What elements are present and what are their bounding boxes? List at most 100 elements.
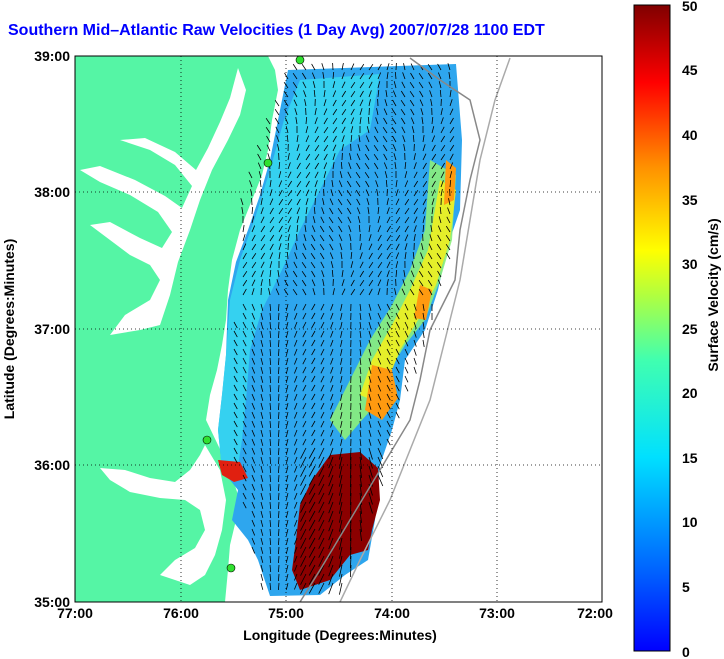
velocity-arrow bbox=[437, 63, 442, 71]
velocity-arrow bbox=[449, 135, 455, 143]
velocity-arrow bbox=[305, 126, 309, 134]
velocity-arrow bbox=[260, 393, 264, 401]
velocity-arrow bbox=[409, 99, 415, 107]
velocity-arrow bbox=[312, 288, 316, 296]
velocity-arrow bbox=[294, 375, 298, 383]
velocity-arrow bbox=[368, 225, 371, 233]
velocity-arrow bbox=[242, 438, 247, 446]
velocity-arrow bbox=[328, 234, 334, 242]
velocity-arrow bbox=[332, 99, 337, 107]
velocity-arrow bbox=[359, 72, 365, 80]
velocity-arrow bbox=[437, 234, 442, 242]
velocity-arrow bbox=[278, 207, 284, 215]
velocity-arrow bbox=[269, 348, 272, 357]
velocity-arrow bbox=[260, 483, 264, 491]
velocity-arrow bbox=[233, 321, 238, 329]
velocity-arrow bbox=[328, 573, 334, 586]
velocity-arrow bbox=[368, 270, 374, 278]
velocity-arrow bbox=[294, 339, 298, 347]
velocity-arrow bbox=[377, 330, 382, 338]
velocity-arrow bbox=[350, 134, 353, 143]
velocity-arrow bbox=[368, 312, 372, 320]
velocity-arrow bbox=[294, 555, 298, 563]
velocity-arrow bbox=[368, 321, 372, 329]
velocity-arrow bbox=[269, 420, 272, 429]
velocity-arrow bbox=[311, 429, 316, 437]
velocity-arrow bbox=[278, 348, 280, 357]
velocity-arrow bbox=[320, 303, 325, 311]
velocity-arrow bbox=[294, 564, 298, 572]
velocity-arrow bbox=[287, 234, 290, 242]
velocity-arrow bbox=[302, 393, 307, 401]
velocity-arrow bbox=[340, 321, 343, 329]
velocity-arrow bbox=[296, 207, 301, 215]
velocity-arrow bbox=[251, 279, 256, 287]
velocity-arrow bbox=[257, 162, 262, 170]
velocity-arrow bbox=[364, 153, 370, 161]
velocity-arrow bbox=[404, 375, 409, 383]
velocity-arrow bbox=[332, 144, 337, 152]
velocity-arrow bbox=[386, 270, 390, 278]
velocity-arrow bbox=[314, 117, 318, 125]
velocity-arrow bbox=[285, 564, 289, 572]
x-axis-label: Longitude (Degrees:Minutes) bbox=[243, 627, 437, 643]
velocity-arrow bbox=[242, 384, 247, 392]
velocity-arrow bbox=[391, 117, 397, 125]
velocity-arrow bbox=[308, 447, 316, 459]
velocity-arrow bbox=[340, 375, 343, 383]
velocity-arrow bbox=[302, 288, 307, 296]
velocity-arrow bbox=[359, 303, 362, 311]
velocity-arrow bbox=[386, 420, 391, 428]
velocity-arrow bbox=[302, 339, 307, 347]
velocity-arrow bbox=[332, 162, 335, 170]
velocity-arrow bbox=[292, 288, 298, 296]
velocity-arrow bbox=[278, 198, 284, 206]
velocity-arrow bbox=[359, 447, 362, 460]
velocity-arrow bbox=[323, 171, 327, 179]
colorbar-tick-label: 10 bbox=[682, 514, 698, 530]
velocity-arrow bbox=[278, 216, 284, 224]
velocity-arrow bbox=[404, 161, 407, 170]
velocity-arrow bbox=[422, 207, 427, 215]
velocity-arrow bbox=[287, 171, 292, 179]
velocity-arrow bbox=[422, 144, 426, 152]
velocity-arrow bbox=[386, 198, 389, 206]
velocity-arrow bbox=[260, 198, 263, 206]
velocity-arrow bbox=[340, 438, 343, 446]
velocity-arrow bbox=[313, 89, 316, 98]
velocity-arrow bbox=[277, 270, 280, 278]
velocity-arrow bbox=[341, 63, 344, 71]
velocity-arrow bbox=[358, 224, 361, 233]
velocity-arrow bbox=[323, 135, 329, 143]
velocity-arrow bbox=[300, 492, 307, 504]
velocity-arrow bbox=[386, 261, 391, 269]
velocity-arrow bbox=[285, 447, 289, 455]
velocity-arrow bbox=[341, 270, 344, 278]
velocity-arrow bbox=[296, 162, 301, 170]
velocity-arrow bbox=[260, 510, 264, 518]
velocity-arrow bbox=[269, 528, 272, 537]
velocity-arrow bbox=[367, 207, 370, 215]
velocity-arrow bbox=[274, 99, 280, 107]
velocity-arrow bbox=[404, 171, 408, 179]
velocity-arrow bbox=[302, 366, 307, 374]
velocity-arrow bbox=[260, 366, 264, 374]
velocity-arrow bbox=[269, 375, 272, 384]
velocity-arrow bbox=[242, 312, 247, 320]
velocity-arrow bbox=[420, 252, 424, 260]
velocity-arrow bbox=[383, 108, 388, 116]
velocity-arrow bbox=[283, 81, 289, 89]
velocity-arrow bbox=[332, 81, 336, 89]
velocity-arrow bbox=[294, 573, 298, 581]
velocity-arrow bbox=[313, 206, 316, 215]
velocity-arrow bbox=[341, 135, 345, 143]
velocity-arrow bbox=[269, 234, 275, 242]
velocity-arrow bbox=[308, 465, 316, 477]
velocity-arrow bbox=[385, 179, 388, 188]
velocity-arrow bbox=[368, 411, 372, 419]
velocity-arrow bbox=[386, 330, 391, 338]
velocity-arrow bbox=[260, 330, 264, 338]
velocity-arrow bbox=[377, 375, 382, 383]
velocity-arrow bbox=[368, 402, 372, 410]
velocity-arrow bbox=[269, 243, 274, 251]
